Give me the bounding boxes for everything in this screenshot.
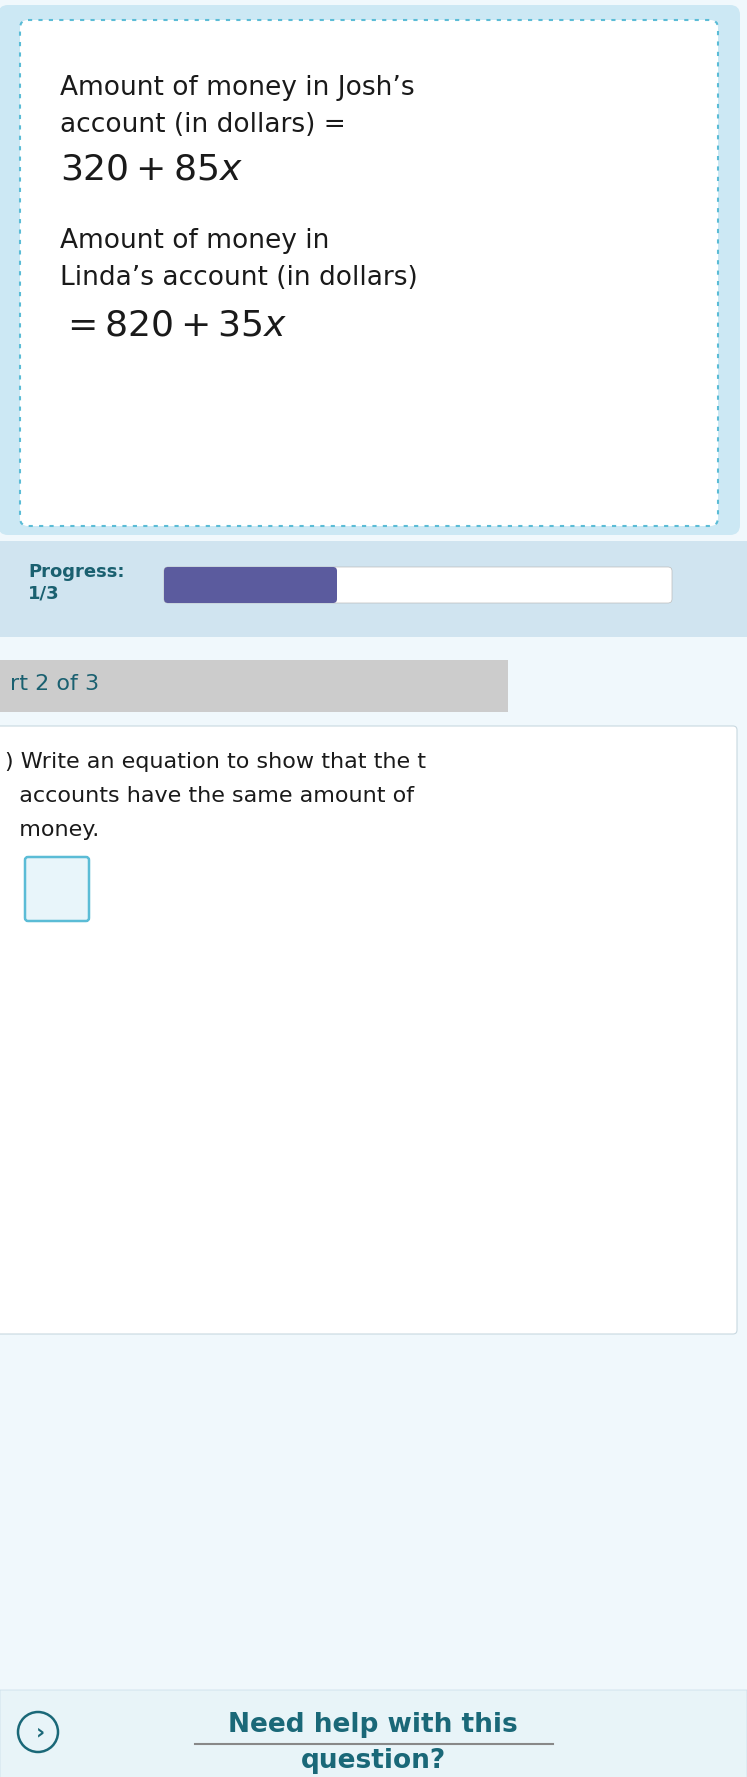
Text: $320 + 85x$: $320 + 85x$ — [60, 153, 243, 187]
Text: money.: money. — [5, 819, 99, 841]
Text: accounts have the same amount of: accounts have the same amount of — [5, 785, 414, 807]
Text: $= 820 + 35x$: $= 820 + 35x$ — [60, 307, 288, 341]
FancyBboxPatch shape — [0, 659, 508, 713]
FancyBboxPatch shape — [20, 20, 718, 526]
FancyBboxPatch shape — [164, 567, 672, 602]
FancyBboxPatch shape — [0, 540, 747, 636]
Text: Need help with this: Need help with this — [228, 1711, 518, 1738]
Text: Linda’s account (in dollars): Linda’s account (in dollars) — [60, 265, 418, 291]
FancyBboxPatch shape — [164, 567, 337, 602]
Text: 1/3: 1/3 — [28, 585, 60, 602]
Text: question?: question? — [300, 1749, 446, 1773]
Text: Amount of money in Josh’s: Amount of money in Josh’s — [60, 75, 415, 101]
Text: rt 2 of 3: rt 2 of 3 — [10, 673, 99, 695]
FancyBboxPatch shape — [0, 5, 740, 535]
FancyBboxPatch shape — [0, 727, 737, 1335]
Text: ›: › — [35, 1722, 45, 1741]
FancyBboxPatch shape — [0, 1690, 747, 1777]
Text: ) Write an equation to show that the t: ) Write an equation to show that the t — [5, 752, 426, 771]
Text: Progress:: Progress: — [28, 563, 125, 581]
Text: account (in dollars) =: account (in dollars) = — [60, 112, 346, 139]
FancyBboxPatch shape — [25, 857, 89, 920]
Text: Amount of money in: Amount of money in — [60, 227, 329, 254]
